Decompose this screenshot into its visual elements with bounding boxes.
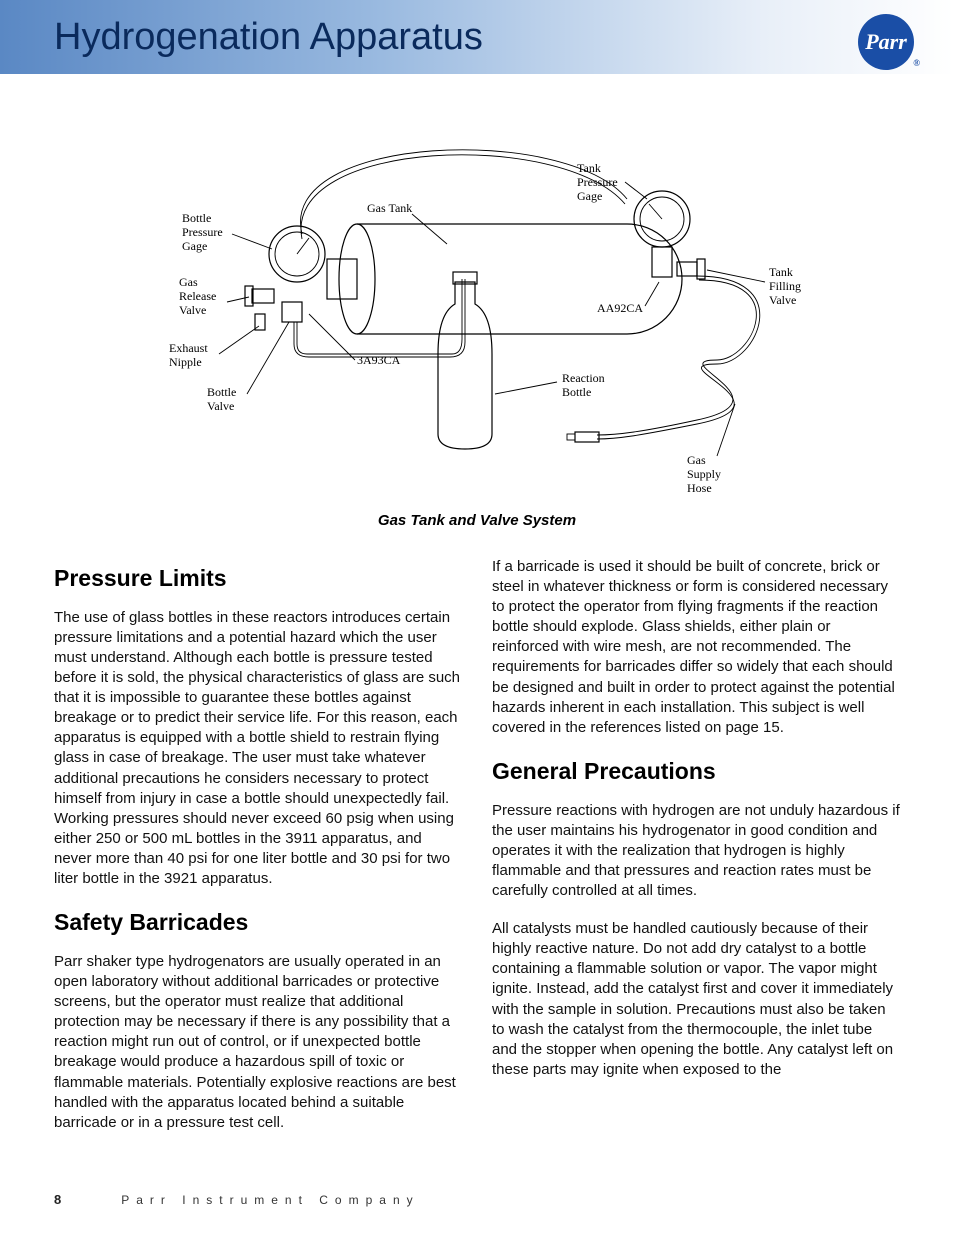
para: The use of glass bottles in these reacto… — [54, 608, 462, 889]
label-gas-supply-hose: Gas — [687, 453, 706, 467]
page-title: Hydrogenation Apparatus — [54, 16, 483, 59]
svg-text:Pressure: Pressure — [577, 175, 618, 189]
svg-text:Valve: Valve — [207, 399, 234, 413]
body-columns: Pressure Limits The use of glass bottles… — [0, 539, 954, 1151]
para: If a barricade is used it should be buil… — [492, 557, 900, 738]
svg-text:Valve: Valve — [179, 303, 206, 317]
label-3a93ca: 3A93CA — [357, 353, 401, 367]
label-bottle-valve: Bottle — [207, 385, 236, 399]
registered-mark: ® — [913, 58, 920, 68]
logo-circle-icon: Parr ® — [858, 14, 914, 70]
svg-text:Valve: Valve — [769, 293, 796, 307]
svg-text:Gage: Gage — [577, 189, 602, 203]
label-bottle-pressure-gage: Bottle — [182, 211, 211, 225]
heading-pressure-limits: Pressure Limits — [54, 563, 462, 594]
diagram: Gas Tank Bottle Pressure Gage Gas Releas… — [97, 104, 857, 529]
svg-text:Release: Release — [179, 289, 216, 303]
label-tank-pressure-gage: Tank — [577, 161, 601, 175]
logo-text: Parr — [865, 29, 907, 55]
page-number: 8 — [54, 1192, 61, 1207]
label-reaction-bottle: Reaction — [562, 371, 605, 385]
svg-text:Pressure: Pressure — [182, 225, 223, 239]
label-tank-filling-valve: Tank — [769, 265, 793, 279]
footer: 8 Parr Instrument Company — [54, 1192, 914, 1207]
label-gas-release-valve: Gas — [179, 275, 198, 289]
left-column: Pressure Limits The use of glass bottles… — [54, 557, 462, 1151]
svg-text:Filling: Filling — [769, 279, 801, 293]
label-exhaust-nipple: Exhaust — [169, 341, 208, 355]
brand-logo: Parr ® — [858, 14, 914, 70]
label-gas-tank: Gas Tank — [367, 201, 412, 215]
para: Parr shaker type hydrogenators are usual… — [54, 952, 462, 1133]
apparatus-diagram-icon: Gas Tank Bottle Pressure Gage Gas Releas… — [97, 104, 857, 504]
para: Pressure reactions with hydrogen are not… — [492, 801, 900, 901]
header-band: Hydrogenation Apparatus — [0, 0, 954, 74]
label-aa92ca: AA92CA — [597, 301, 643, 315]
svg-text:Gage: Gage — [182, 239, 207, 253]
company-name: Parr Instrument Company — [121, 1193, 419, 1207]
svg-text:Bottle: Bottle — [562, 385, 591, 399]
para: All catalysts must be handled cautiously… — [492, 919, 900, 1080]
diagram-caption: Gas Tank and Valve System — [97, 512, 857, 529]
heading-safety-barricades: Safety Barricades — [54, 907, 462, 938]
svg-text:Supply: Supply — [687, 467, 721, 481]
right-column: If a barricade is used it should be buil… — [492, 557, 900, 1151]
svg-text:Hose: Hose — [687, 481, 712, 495]
svg-text:Nipple: Nipple — [169, 355, 202, 369]
heading-general-precautions: General Precautions — [492, 756, 900, 787]
